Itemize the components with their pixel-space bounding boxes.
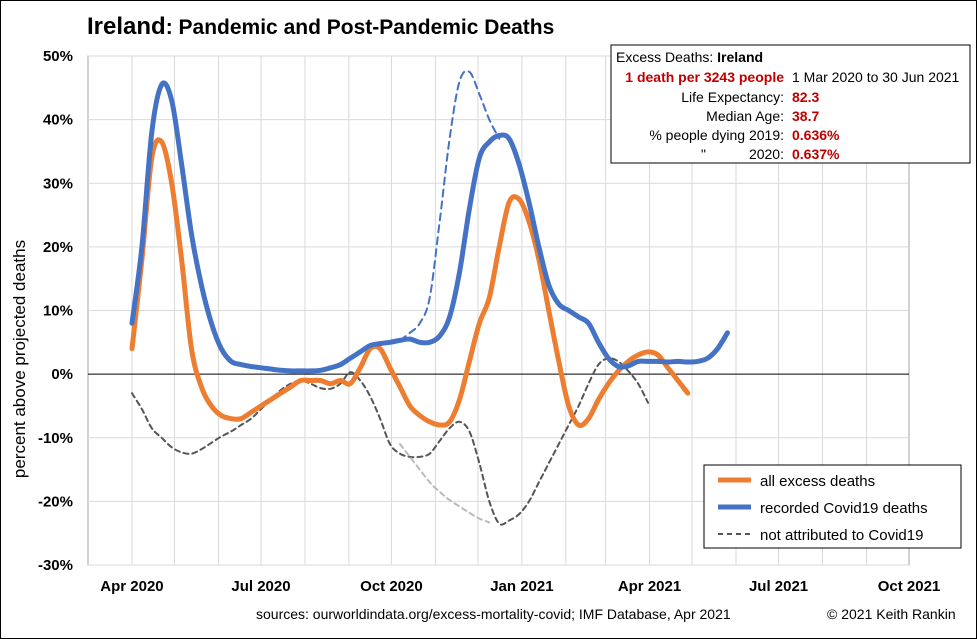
info-box: Excess Deaths: Ireland 1 death per 3243 …	[610, 44, 971, 164]
y-tick-label: 50%	[43, 48, 73, 65]
y-tick-label: 30%	[43, 175, 73, 192]
chart-title-rest: : Pandemic and Post-Pandemic Deaths	[166, 16, 555, 39]
info-label-median-age: Median Age:	[706, 108, 784, 124]
x-tick-label: Jul 2021	[749, 578, 808, 595]
info-heading: Excess Deaths: Ireland	[616, 49, 763, 65]
x-tick-labels: Apr 2020 Jul 2020 Oct 2020 Jan 2021 Apr 2021…	[100, 578, 940, 595]
info-heading-prefix: Excess Deaths:	[616, 49, 717, 65]
legend-label-covid: recorded Covid19 deaths	[760, 500, 928, 517]
legend-label-not-attributed: not attributed to Covid19	[760, 527, 923, 544]
y-tick-label: -20%	[38, 493, 73, 510]
legend-label-all-excess: all excess deaths	[760, 473, 875, 490]
series-recorded-covid19-deaths	[129, 80, 730, 374]
y-tick-label: 20%	[43, 239, 73, 256]
series-lines	[129, 69, 730, 526]
y-tick-label: 0%	[51, 366, 73, 383]
chart-title-country: Ireland	[87, 13, 166, 40]
footer-sources: sources: ourworldindata.org/excess-morta…	[256, 606, 731, 622]
info-label-ditto: "	[701, 146, 706, 162]
y-tick-label: -30%	[38, 557, 73, 574]
x-tick-label: Apr 2021	[618, 578, 681, 595]
y-tick-label: -10%	[38, 430, 73, 447]
footer-copyright: © 2021 Keith Rankin	[827, 606, 956, 622]
chart-title: Ireland: Pandemic and Post-Pandemic Deat…	[87, 13, 554, 40]
legend: all excess deaths recorded Covid19 death…	[703, 464, 962, 549]
series-not-attributed-light-extension	[399, 443, 491, 524]
info-heading-country: Ireland	[717, 49, 763, 65]
x-tick-label: Oct 2021	[878, 578, 941, 595]
y-tick-label: 40%	[43, 112, 73, 129]
info-label-dying-2019: % people dying 2019:	[649, 127, 784, 143]
info-rate: 1 death per 3243 people	[625, 69, 784, 85]
x-tick-label: Jan 2021	[490, 578, 553, 595]
x-tick-label: Oct 2020	[360, 578, 423, 595]
info-value-dying-2019: 0.636%	[792, 127, 840, 143]
y-tick-labels: 50% 40% 30% 20% 10% 0% -10% -20% -30%	[38, 48, 73, 574]
series-all-excess-deaths	[129, 137, 691, 429]
info-value-dying-2020: 0.637%	[792, 146, 840, 162]
series-not-attributed-to-covid19	[131, 357, 650, 526]
x-tick-label: Apr 2020	[100, 578, 163, 595]
y-axis-label: percent above projected deaths	[10, 240, 29, 478]
x-tick-label: Jul 2020	[231, 578, 290, 595]
info-label-dying-2020: 2020:	[749, 146, 784, 162]
y-tick-label: 10%	[43, 303, 73, 320]
info-label-life-expectancy: Life Expectancy:	[681, 89, 784, 105]
info-value-median-age: 38.7	[792, 108, 819, 124]
series-covid19-dashed-extension	[399, 69, 501, 342]
info-value-life-expectancy: 82.3	[792, 89, 819, 105]
info-period: 1 Mar 2020 to 30 Jun 2021	[792, 69, 960, 85]
